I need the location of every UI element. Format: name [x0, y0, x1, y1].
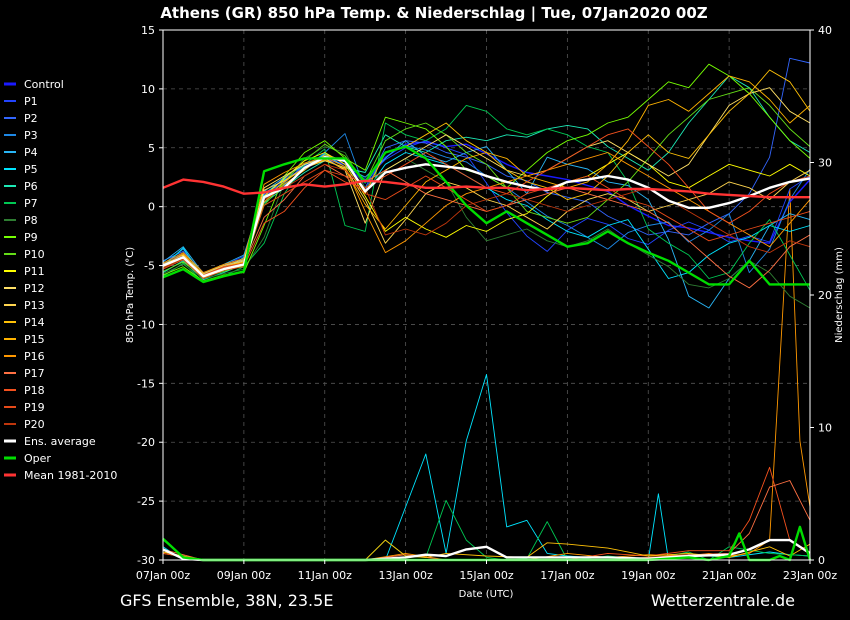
x-tick-label: 21Jan 00z [702, 569, 756, 582]
legend-label-p12: P12 [24, 282, 45, 295]
y-tick-label: -5 [144, 260, 155, 273]
y-tick-label: -25 [137, 495, 155, 508]
y-axis-label: 850 hPa Temp. (°C) [125, 247, 136, 343]
legend-label-p9: P9 [24, 231, 38, 244]
y-tick-label: 10 [141, 83, 155, 96]
legend-label-p16: P16 [24, 350, 45, 363]
legend-label-p18: P18 [24, 384, 45, 397]
y-axis-ticks: 15 10 5 0 -5 -10 -15 -20 -25 -30 [137, 24, 163, 567]
legend-label-p5: P5 [24, 163, 38, 176]
y-tick-label: -30 [137, 554, 155, 567]
x-tick-label: 07Jan 00z [136, 569, 190, 582]
temp-line-p19 [162, 169, 811, 276]
y2-tick-label: 10 [818, 422, 832, 435]
legend: Control P1 P2 P3 P4 P5 P6 P7 P8 P9 P10 P11 P12 P13 P14… [4, 78, 117, 482]
temp-line-ens-average [162, 155, 811, 278]
y2-tick-label: 0 [818, 554, 825, 567]
temp-line-p10 [162, 87, 811, 278]
legend-label-p10: P10 [24, 248, 45, 261]
temperature-series [162, 57, 811, 309]
x-tick-label: 09Jan 00z [217, 569, 271, 582]
temp-line-p20 [162, 163, 811, 277]
legend-label-control: Control [24, 78, 64, 91]
legend-label-p2: P2 [24, 112, 38, 125]
x-tick-label: 23Jan 00z [783, 569, 837, 582]
legend-label-p11: P11 [24, 265, 45, 278]
y-tick-label: 0 [148, 201, 155, 214]
y-tick-label: 15 [141, 24, 155, 37]
grid [163, 30, 810, 560]
legend-label-p6: P6 [24, 180, 38, 193]
x-tick-label: 15Jan 00z [459, 569, 513, 582]
temp-line-p7 [162, 104, 811, 291]
temp-line-oper [162, 145, 810, 286]
legend-label-p13: P13 [24, 299, 45, 312]
legend-label-p3: P3 [24, 129, 38, 142]
y2-tick-label: 20 [818, 289, 832, 302]
x-tick-label: 17Jan 00z [540, 569, 594, 582]
x-tick-label: 13Jan 00z [379, 569, 433, 582]
legend-label-ens-average: Ens. average [24, 435, 96, 448]
y2-tick-label: 30 [818, 157, 832, 170]
footer-model-info: GFS Ensemble, 38N, 23.5E [120, 591, 333, 610]
legend-label-mean-1981-2010: Mean 1981-2010 [24, 469, 117, 482]
x-tick-label: 11Jan 00z [298, 569, 352, 582]
temp-line-mean-1981-2010 [162, 178, 810, 199]
legend-label-p14: P14 [24, 316, 45, 329]
y2-axis-ticks: 40 30 20 10 0 [810, 24, 832, 567]
x-axis-label: Date (UTC) [459, 589, 514, 600]
y-tick-label: -20 [137, 436, 155, 449]
temp-line-p12 [162, 87, 811, 276]
legend-label-p15: P15 [24, 333, 45, 346]
footer-source: Wetterzentrale.de [651, 591, 795, 610]
y2-tick-label: 40 [818, 24, 832, 37]
legend-label-p19: P19 [24, 401, 45, 414]
legend-label-oper: Oper [24, 452, 51, 465]
legend-label-p17: P17 [24, 367, 45, 380]
y-tick-label: 5 [148, 142, 155, 155]
x-axis-ticks: 07Jan 00z 09Jan 00z 11Jan 00z 13Jan 00z 15Ja… [136, 560, 837, 582]
legend-label-p8: P8 [24, 214, 38, 227]
legend-label-p4: P4 [24, 146, 38, 159]
y-tick-label: -10 [137, 318, 155, 331]
legend-label-p1: P1 [24, 95, 38, 108]
x-tick-label: 19Jan 00z [621, 569, 675, 582]
legend-label-p7: P7 [24, 197, 38, 210]
chart-title: Athens (GR) 850 hPa Temp. & Niederschlag… [160, 4, 707, 23]
legend-label-p20: P20 [24, 418, 45, 431]
y-tick-label: -15 [137, 377, 155, 390]
y2-axis-label: Niederschlag (mm) [834, 247, 845, 343]
